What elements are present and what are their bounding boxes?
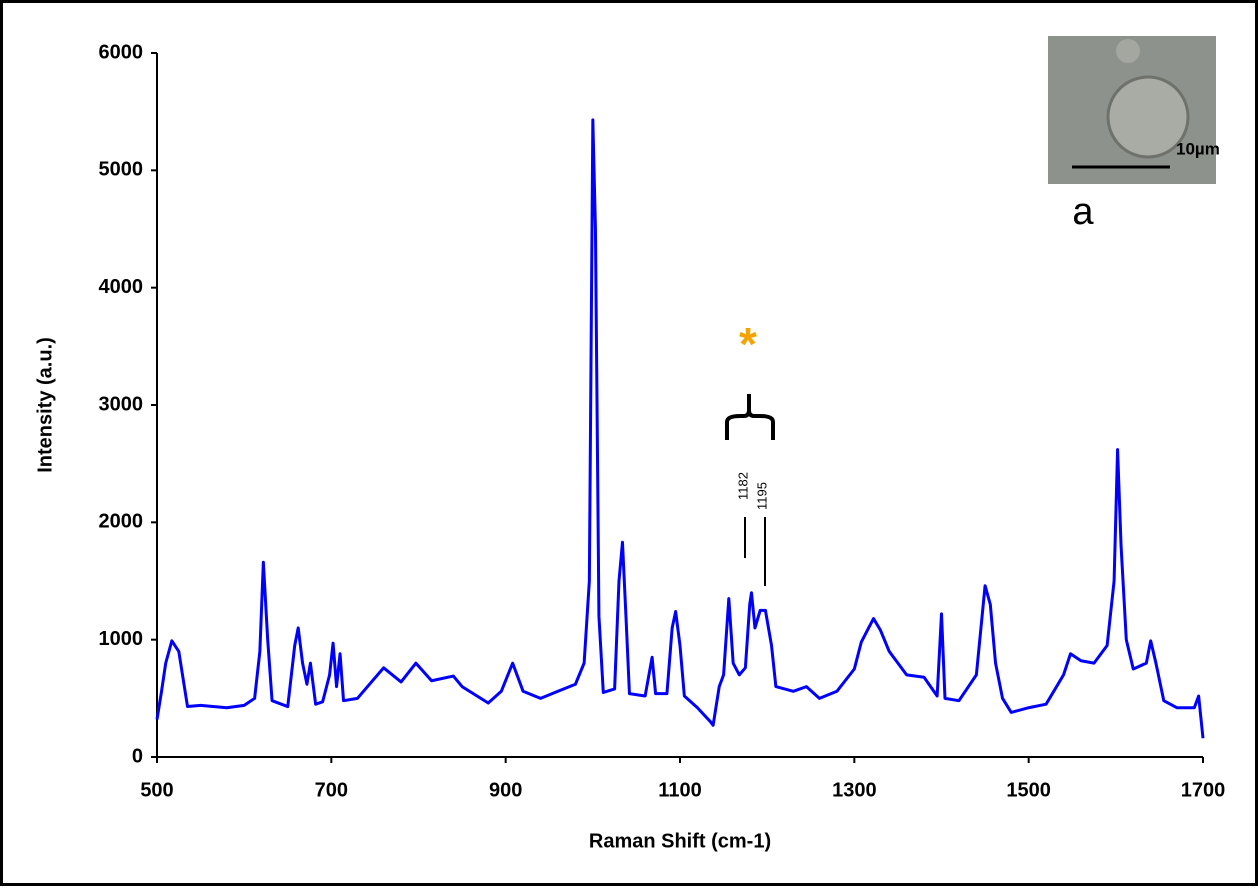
y-tick-label: 5000 — [99, 159, 144, 181]
y-tick-label: 6000 — [99, 41, 144, 63]
x-tick-label: 900 — [489, 779, 522, 801]
small-cell — [1116, 39, 1140, 63]
star: * — [739, 318, 757, 370]
x-tick-label: 1300 — [832, 779, 877, 801]
x-tick-label: 1700 — [1181, 779, 1226, 801]
peak-label: 1195 — [754, 482, 769, 510]
x-axis-title: Raman Shift (cm-1) — [589, 830, 771, 852]
y-tick-label: 0 — [132, 745, 143, 767]
x-tick-label: 700 — [315, 779, 348, 801]
spectrum-line — [155, 118, 1205, 739]
x-tick-label: 1500 — [1006, 779, 1051, 801]
bracket — [725, 394, 775, 440]
scale-label: 10µm — [1176, 139, 1220, 158]
panel-label: a — [1072, 191, 1094, 233]
y-tick-label: 1000 — [99, 628, 144, 650]
y-tick-label: 2000 — [99, 511, 144, 533]
y-axis-title: Intensity (a.u.) — [34, 337, 56, 473]
y-tick-label: 3000 — [99, 393, 144, 415]
y-tick-label: 4000 — [99, 276, 144, 298]
x-tick-label: 500 — [140, 779, 173, 801]
peak-label: 1182 — [735, 472, 750, 500]
inset-image: 10µm — [1048, 36, 1220, 184]
x-tick-label: 1100 — [658, 779, 701, 801]
cell — [1106, 75, 1190, 159]
